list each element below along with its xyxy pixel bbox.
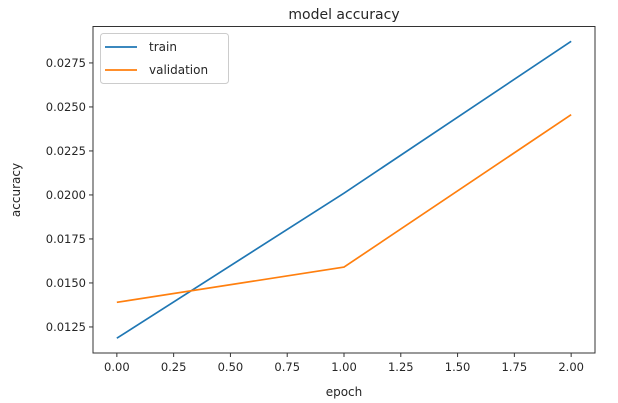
x-tick-label: 0.75 <box>274 360 300 374</box>
x-axis-label: epoch <box>326 385 363 399</box>
series-line-train <box>116 40 572 339</box>
plot-frame <box>92 26 596 354</box>
x-tick-label: 1.50 <box>445 360 471 374</box>
legend-label-validation: validation <box>149 63 208 77</box>
x-tick-label: 2.00 <box>558 360 584 374</box>
y-tick-label: 0.0200 <box>46 188 86 202</box>
x-tick-label: 0.25 <box>161 360 187 374</box>
y-tick-label: 0.0125 <box>46 320 86 334</box>
x-tick-label: 0.50 <box>218 360 244 374</box>
y-tick-label: 0.0275 <box>46 56 86 70</box>
y-tick-label: 0.0175 <box>46 232 86 246</box>
chart-title: model accuracy <box>288 7 399 23</box>
y-axis-label: accuracy <box>9 163 23 217</box>
y-tick-label: 0.0150 <box>46 276 86 290</box>
y-tick-label: 0.0250 <box>46 100 86 114</box>
series-line-validation <box>116 113 572 304</box>
x-tick-label: 0.00 <box>104 360 130 374</box>
x-tick-label: 1.75 <box>502 360 528 374</box>
legend-box <box>100 33 229 84</box>
x-tick-label: 1.25 <box>388 360 414 374</box>
x-tick-label: 1.00 <box>331 360 357 374</box>
legend-label-train: train <box>149 40 177 54</box>
y-tick-label: 0.0225 <box>46 144 86 158</box>
legend: train validation <box>100 33 229 84</box>
